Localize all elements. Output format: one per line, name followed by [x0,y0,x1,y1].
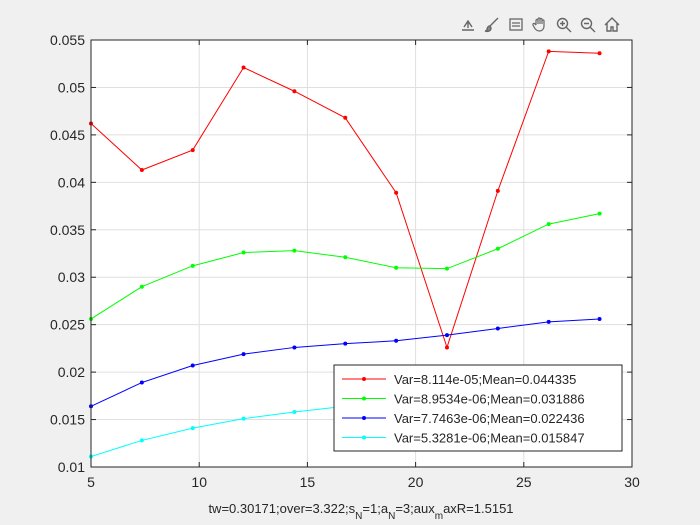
legend-marker [362,377,366,381]
x-tick-label: 25 [516,474,532,490]
data-point [394,338,399,343]
y-tick-label: 0.01 [58,459,85,475]
x-label-subscript: N [355,511,362,522]
data-point [139,438,144,443]
y-tick-label: 0.025 [50,317,85,333]
data-point [190,426,195,431]
data-point [546,222,551,227]
datatip-icon[interactable] [506,15,526,35]
x-label-text: tw=0.30171;over=3.322;s [208,501,355,516]
pan-hand-icon[interactable] [530,15,550,35]
data-point [241,352,246,357]
grid [90,39,633,468]
data-point [495,326,500,331]
data-point [292,89,297,94]
x-label-text: =3;aux [395,501,435,516]
data-point [444,345,449,350]
ticks: 5 10 15 20 25 30 0.01 0.015 0.02 0.025 0.03 0.035 0.… [50,32,640,490]
data-point [292,248,297,253]
x-label-subscript: N [388,511,395,522]
data-point [597,211,602,216]
legend-entry: Var=5.3281e-06;Mean=0.015847 [394,431,585,446]
export-icon[interactable] [458,15,478,35]
data-point [190,148,195,153]
x-axis-label: tw=0.30171;over=3.322;sN=1;aN=3;auxmaxR=… [208,501,513,522]
data-point [495,188,500,193]
y-tick-label: 0.04 [58,174,85,190]
data-point [190,263,195,268]
x-label-text: =1;a [362,501,388,516]
data-point [139,284,144,289]
data-point [292,409,297,414]
data-point [343,341,348,346]
y-tick-label: 0.045 [50,127,85,143]
brush-icon[interactable] [482,15,502,35]
legend-entry: Var=8.114e-05;Mean=0.044335 [394,372,576,387]
legend-marker [362,416,366,420]
y-tick-label: 0.05 [58,79,85,95]
data-point [343,115,348,120]
data-point [343,255,348,260]
x-label-subscript: m [435,511,443,522]
data-point [444,333,449,338]
axes-toolbar [458,14,622,36]
y-tick-label: 0.035 [50,222,85,238]
x-tick-label: 30 [624,474,640,490]
data-point [597,51,602,56]
y-tick-label: 0.015 [50,412,85,428]
legend-entry: Var=8.9534e-06;Mean=0.031886 [394,392,585,407]
legend-marker [362,396,366,401]
y-tick-label: 0.055 [50,32,85,48]
y-tick-label: 0.02 [58,364,85,380]
legend-marker [362,435,366,440]
x-label-text: axR=1.5151 [443,501,513,516]
data-point [495,246,500,251]
data-point [241,250,246,255]
x-tick-label: 15 [300,474,316,490]
data-point [597,316,602,321]
zoom-in-icon[interactable] [554,15,574,35]
zoom-out-icon[interactable] [578,15,598,35]
legend: Var=8.114e-05;Mean=0.044335 Var=8.9534e-0… [333,364,623,452]
axes-box [90,39,633,468]
data-point [546,319,551,324]
x-tick-label: 5 [87,474,95,490]
data-point [139,380,144,385]
x-tick-label: 10 [191,474,207,490]
data-point [546,49,551,54]
home-icon[interactable] [602,15,622,35]
data-point [292,345,297,350]
data-point [444,266,449,271]
data-point [139,167,144,172]
data-point [241,416,246,421]
legend-entry: Var=7.7463e-06;Mean=0.022436 [394,411,585,426]
data-point [394,265,399,270]
data-point [241,65,246,70]
y-tick-label: 0.03 [58,269,85,285]
data-point [394,190,399,195]
x-tick-label: 20 [408,474,424,490]
data-point [190,363,195,368]
